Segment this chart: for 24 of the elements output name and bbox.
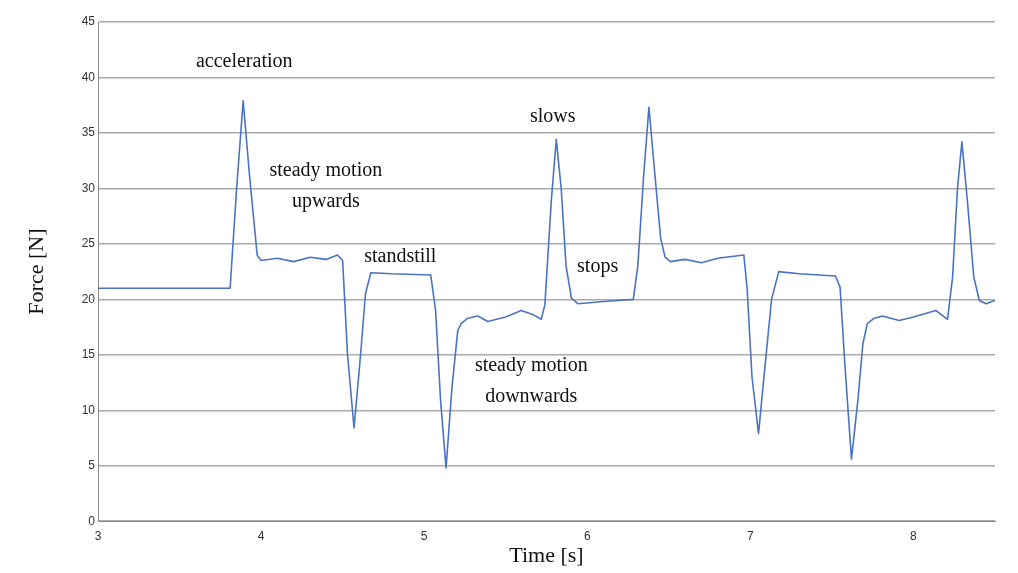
y-tick-label: 5 (88, 458, 96, 473)
y-tick-label: 45 (81, 14, 96, 29)
annotation: standstill (364, 243, 437, 266)
y-tick-label: 30 (81, 180, 96, 195)
y-tick-label: 35 (81, 125, 96, 140)
x-tick-label: 8 (910, 528, 918, 543)
x-tick-label: 6 (583, 528, 591, 543)
y-axis-title: Force [N] (22, 228, 48, 315)
y-tick-label: 25 (81, 236, 96, 251)
x-tick-label: 5 (420, 528, 428, 543)
y-tick-label: 40 (81, 69, 96, 84)
annotation: steady motion downwards (474, 353, 588, 407)
annotation: acceleration (195, 49, 293, 72)
x-tick-label: 4 (257, 528, 265, 543)
x-tick-label: 3 (94, 528, 102, 543)
annotation: steady motion upwards (269, 158, 383, 213)
x-axis-title: Time [s] (509, 541, 584, 567)
y-tick-label: 15 (81, 347, 96, 362)
y-tick-label: 0 (88, 513, 96, 528)
y-tick-label: 20 (81, 291, 96, 306)
y-tick-label: 10 (81, 402, 96, 417)
x-tick-label: 7 (747, 528, 755, 543)
annotation: slows (529, 104, 576, 127)
annotation: stops (577, 253, 619, 277)
